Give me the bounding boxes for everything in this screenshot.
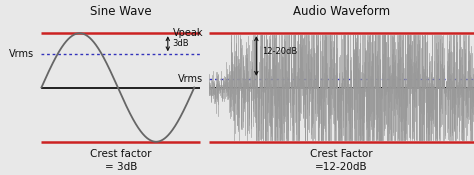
Text: Vrms: Vrms	[9, 49, 34, 59]
Text: Sine Wave: Sine Wave	[90, 5, 152, 18]
Text: 3dB: 3dB	[172, 39, 189, 48]
Text: Audio Waveform: Audio Waveform	[293, 5, 390, 18]
Text: Vpeak: Vpeak	[173, 28, 203, 38]
Text: 12-20dB: 12-20dB	[262, 47, 297, 56]
Text: Vrms: Vrms	[178, 74, 203, 84]
Text: Crest Factor
=12-20dB: Crest Factor =12-20dB	[310, 149, 373, 172]
Text: Crest factor
= 3dB: Crest factor = 3dB	[90, 149, 152, 172]
